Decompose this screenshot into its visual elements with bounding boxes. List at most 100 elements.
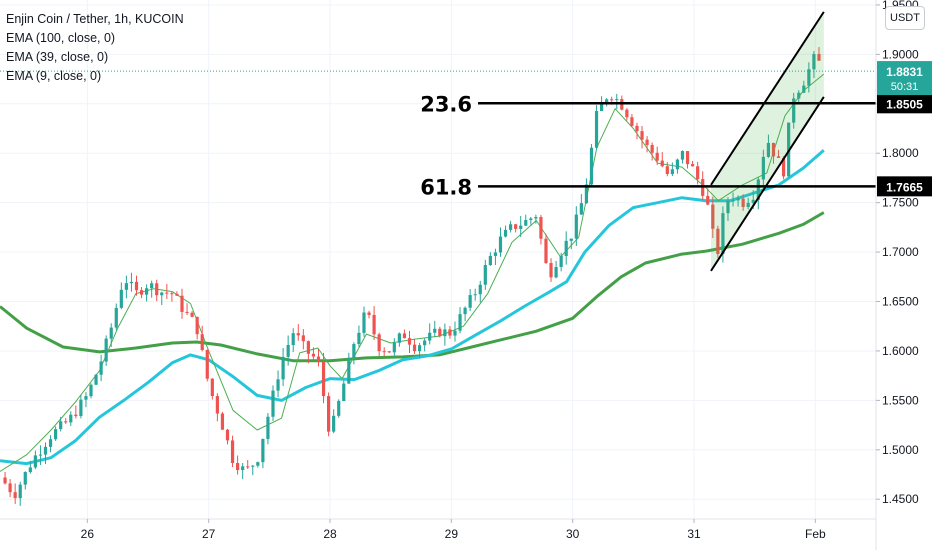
ema-9-layer [0,73,825,472]
candle-body [605,99,609,104]
candle-body [670,169,674,175]
grid-lines [0,0,876,519]
candle-body [685,151,690,165]
candle-body [640,131,644,140]
candle-body [276,379,280,391]
ema-39-layer [0,149,825,466]
candle-body [8,483,12,493]
candle-body [766,142,771,157]
candle-body [261,438,265,463]
candle-body [423,340,427,346]
fib-price-tag-bg [877,93,932,114]
fib-price-tag-bg [877,176,932,197]
candle-body [301,335,305,342]
candle-body [645,139,649,145]
candle-body [625,109,629,118]
candle-body [741,198,745,208]
candle-body [316,356,321,362]
candle-body [554,267,558,278]
candle-body [23,472,27,485]
candle-body [473,294,477,296]
candle-body [327,396,331,432]
candle-body [397,333,401,343]
ema-100-line [0,211,825,363]
y-tick-label: 1.5500 [882,393,919,407]
candle-body [771,142,776,157]
candle-body [220,413,225,430]
candle-body [109,327,113,339]
candle-body [377,334,381,352]
last-price-tag: 1.8831 [886,65,923,79]
candle-body [64,421,68,423]
candle-body [412,344,417,352]
candle-body [781,157,786,177]
candle-body [296,333,300,336]
candle-body [362,312,366,333]
regression-channel[interactable] [710,11,825,272]
ema-39-label[interactable]: EMA (39, close, 0) [6,50,109,64]
candle-body [468,295,472,308]
currency-button[interactable]: USDT [885,6,925,30]
candle-body [387,351,391,353]
y-tick-label: 1.6000 [882,344,919,358]
candle-body [458,314,462,331]
candle-body [190,312,194,317]
candle-body [291,333,295,346]
candle-body [195,316,199,335]
candle-body [119,289,123,308]
candle-body [594,110,599,148]
candle-body [347,357,351,384]
candle-body [99,361,103,375]
candle-body [761,156,765,180]
candle-body [817,54,821,61]
x-tick-label: 30 [566,527,580,541]
candle-body [559,255,563,268]
candle-body [139,290,144,295]
fib-levels[interactable]: 23.6 61.8 [420,92,876,199]
candle-body [448,329,452,336]
candle-body [478,284,482,295]
candle-body [402,333,407,339]
candle-body [493,252,498,256]
candle-body [544,238,548,264]
candle-body [215,396,219,414]
candle-body [660,160,664,167]
ema-9-line [0,73,825,472]
candle-body [726,200,730,214]
candle-body [59,421,63,430]
candle-body [453,330,457,336]
candle-body [225,429,230,441]
candle-body [650,144,654,153]
candle-body [79,399,83,417]
candle-body [306,341,310,354]
channel-upper-line [710,11,825,186]
candle-body [210,378,214,397]
candle-body [584,184,589,204]
chart-title[interactable]: Enjin Coin / Tether, 1h, KUCOIN [6,12,184,26]
candle-body [736,198,740,201]
candle-body [807,69,811,86]
candle-body [332,415,336,432]
ema-9-label[interactable]: EMA (9, close, 0) [6,69,102,83]
channel-lower-line [710,96,825,272]
candle-body [438,328,442,337]
x-tick-label: 31 [687,527,701,541]
candle-body [599,103,604,111]
candle-body [150,283,154,289]
candle-body [69,414,73,423]
y-tick-label: 1.8000 [882,146,919,160]
time-axis[interactable]: 26 27 28 29 30 31 Feb [81,519,826,541]
candle-body [170,293,174,295]
candle-body [519,225,523,229]
candle-body [610,99,614,101]
candle-body [503,229,508,237]
ema-100-label[interactable]: EMA (100, close, 0) [6,31,116,45]
candle-body [508,224,513,230]
candle-body [48,439,53,447]
candle-body [185,311,189,313]
candle-body [549,263,553,278]
countdown-tag: 50:31 [891,81,919,93]
y-tick-label: 1.4500 [882,492,919,506]
candle-body [716,228,720,254]
